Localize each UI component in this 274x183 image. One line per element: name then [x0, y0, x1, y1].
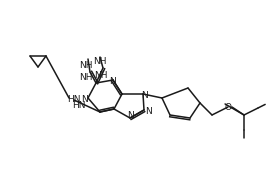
Text: O: O — [224, 102, 232, 111]
Text: N: N — [128, 111, 134, 120]
Text: NH: NH — [79, 61, 93, 70]
Text: HN: HN — [72, 102, 86, 111]
Text: N: N — [142, 92, 149, 100]
Text: NH: NH — [79, 74, 93, 83]
Text: N: N — [109, 76, 115, 85]
Text: N: N — [145, 107, 151, 115]
Text: NH: NH — [93, 57, 107, 66]
Text: HN: HN — [67, 96, 81, 104]
Text: N: N — [81, 94, 87, 104]
Text: NH: NH — [94, 70, 108, 79]
